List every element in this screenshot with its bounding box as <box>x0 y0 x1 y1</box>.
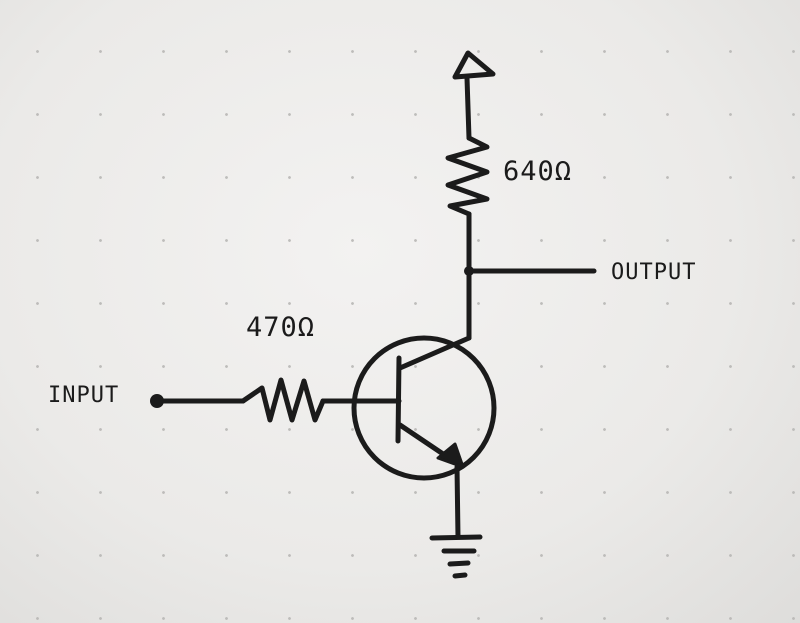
base-resistor <box>240 377 326 423</box>
base-resistor-value-label: 470Ω <box>246 312 315 343</box>
supply-arrow-icon <box>452 50 496 80</box>
emitter-arrow-icon <box>436 442 465 469</box>
supply-wire <box>464 75 472 141</box>
collector-resistor-value-label: 640Ω <box>503 156 572 187</box>
emitter-wire <box>454 464 461 540</box>
transistor-body <box>351 335 497 481</box>
input-label: INPUT <box>48 383 119 408</box>
collector-resistor <box>445 135 490 217</box>
output-label: OUTPUT <box>611 260 696 285</box>
ground-icon <box>429 534 483 579</box>
transistor-collector-lead <box>397 335 472 371</box>
